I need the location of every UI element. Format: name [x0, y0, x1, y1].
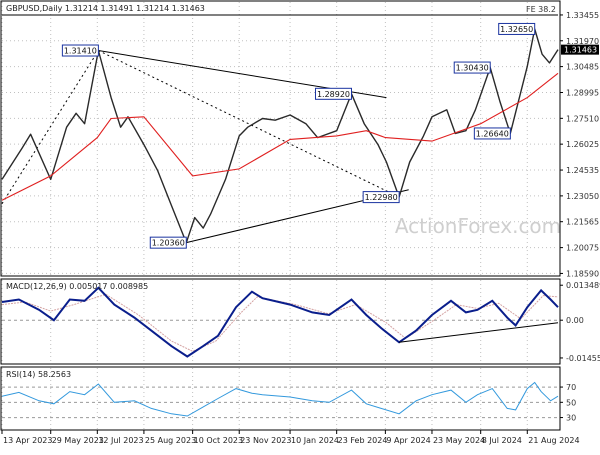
- xtick-label-9: 23 May 2024: [433, 436, 485, 445]
- annotation-label-0: 1.31410: [64, 47, 97, 56]
- moving-average-series: [1, 72, 559, 201]
- xtick-label-10: 8 Jul 2024: [482, 436, 522, 445]
- price-ytick-label-7: 1.23050: [566, 192, 599, 201]
- annotation-box-3: [362, 191, 400, 204]
- rsi-line: [1, 381, 559, 417]
- fe-level-label: FE 38.2: [526, 5, 556, 14]
- xtick-label-5: 23 Nov 2023: [240, 436, 291, 445]
- xtick-label-6: 10 Jan 2024: [291, 436, 339, 445]
- xtick-label-8: 9 Apr 2024: [386, 436, 430, 445]
- fe-level: FE 38.2: [2, 5, 558, 16]
- watermark: ActionForex.com: [395, 214, 561, 238]
- xtick-label-1: 29 May 2023: [52, 436, 104, 445]
- price-ytick-label-1: 1.31970: [566, 37, 599, 46]
- current-price-label: 1.31463: [564, 46, 597, 55]
- price-ytick-label-3: 1.28995: [566, 89, 599, 98]
- price-ytick-label-2: 1.30485: [566, 63, 599, 72]
- xtick-label-7: 23 Feb 2024: [338, 436, 388, 445]
- price-ytick-label-6: 1.24535: [566, 166, 599, 175]
- annotation-box-2: [314, 87, 352, 100]
- macd-title: MACD(12,26,9) 0.005017 0.008985: [6, 282, 148, 291]
- macd-ytick-label-0: 0.013489: [566, 281, 600, 290]
- price-ytick-label-8: 1.21565: [566, 218, 599, 227]
- rsi-ytick-label-2: 30: [566, 414, 576, 423]
- xtick-label-3: 25 Aug 2023: [145, 436, 196, 445]
- macd-line: [1, 286, 559, 358]
- annotation-box-0: [61, 44, 99, 57]
- macd-trendline: [399, 322, 559, 343]
- annotation-label-3: 1.22980: [365, 193, 398, 202]
- macd-ytick-label-1: 0.00: [566, 316, 584, 325]
- trendline-3: [1, 50, 99, 204]
- moving-average-line: [1, 72, 559, 201]
- watermark-text: ActionForex.com: [395, 214, 561, 238]
- annotation-label-4: 1.30430: [456, 64, 489, 73]
- annotation-box-1: [149, 236, 187, 249]
- current-price-box: [561, 44, 599, 55]
- annotation-box-4: [453, 61, 491, 74]
- annotation-box-6: [498, 22, 536, 35]
- macd-panel-frame: [0, 278, 561, 365]
- price-ytick-label-4: 1.27510: [566, 114, 599, 123]
- annotation-label-1: 1.20360: [152, 239, 185, 248]
- annotation-box-5: [473, 127, 511, 140]
- annotation-label-5: 1.26640: [476, 129, 509, 138]
- rsi-panel-frame: [0, 366, 561, 431]
- xtick-label-4: 10 Oct 2023: [194, 436, 243, 445]
- xtick-label-2: 12 Jul 2023: [98, 436, 143, 445]
- price-y-axis: 1.33455 1.31970 1.30485 1.28995 1.27510 1.260…: [560, 11, 599, 278]
- xtick-label-11: 21 Aug 2024: [528, 436, 579, 445]
- rsi-series: [1, 381, 559, 417]
- rsi-y-axis: 70 50 30: [560, 383, 576, 423]
- rsi-ytick-label-1: 50: [566, 398, 576, 407]
- rsi-ytick-label-0: 70: [566, 383, 576, 392]
- xtick-label-0: 13 Apr 2023: [3, 436, 52, 445]
- price-ytick-label-5: 1.26025: [566, 140, 599, 149]
- price-title: GBPUSD,Daily 1.31214 1.31491 1.31214 1.3…: [6, 4, 205, 13]
- price-ytick-label-10: 1.18590: [566, 269, 599, 278]
- macd-signal-line: [1, 293, 559, 352]
- price-line: [1, 28, 559, 244]
- price-series: [1, 28, 559, 244]
- price-ytick-label-0: 1.33455: [566, 11, 599, 20]
- price-panel-frame: [0, 0, 561, 277]
- macd-ytick-label-2: -0.014554: [566, 354, 600, 363]
- macd-series: [1, 286, 559, 358]
- trendline-2: [98, 50, 400, 198]
- annotation-label-6: 1.32650: [500, 25, 533, 34]
- macd-grid: [1, 280, 558, 363]
- current-price-marker: 1.31463: [561, 44, 599, 55]
- price-annotations: 1.31410 1.20360 1.28920 1.22980 1.30430 1.266…: [61, 22, 536, 249]
- macd-y-axis: 0.013489 0.00 -0.014554: [560, 281, 600, 363]
- rsi-title: RSI(14) 58.2563: [6, 370, 71, 379]
- annotation-label-2: 1.28920: [317, 90, 350, 99]
- price-ytick-label-9: 1.20075: [566, 244, 599, 253]
